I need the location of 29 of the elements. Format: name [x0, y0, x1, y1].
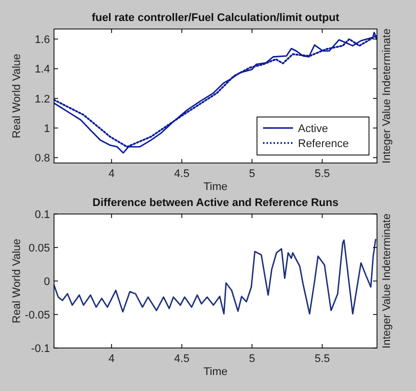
y-tick-label: -0.05 [24, 310, 50, 322]
x-tick-label: 5 [248, 353, 256, 365]
x-tick-label: 5.5 [314, 353, 330, 365]
x-tick-label: 4 [108, 168, 115, 180]
x-tick-label: 5 [248, 168, 256, 180]
x-axis-title: Time [203, 366, 228, 378]
chart-title: Difference between Active and Reference Runs [92, 197, 338, 209]
y-tick-label: 0.05 [28, 242, 50, 254]
y-tick-label: 0.8 [34, 152, 50, 165]
y-tick-label: 1.2 [34, 93, 50, 106]
y-tick-label: 1.6 [34, 34, 50, 46]
y-tick-label: 1.4 [34, 64, 50, 76]
y-axis-title: Real World Value [11, 54, 23, 138]
line-series [54, 238, 376, 315]
x-tick-label: 4.5 [174, 353, 190, 365]
legend-label: Reference [298, 138, 349, 150]
y2-axis-title: Integer Value Indeterminate [381, 28, 393, 164]
x-axis-title: Time [203, 181, 228, 193]
x-tick-label: 4.5 [174, 168, 190, 180]
y2-axis-title: Integer Value Indeterminate [381, 214, 393, 348]
legend-label: Active [298, 123, 328, 135]
y-tick-label: 1 [44, 123, 50, 136]
y-axis-title: Real World Value [11, 238, 23, 324]
x-tick-label: 4 [108, 353, 115, 365]
y-tick-label: 0.1 [34, 209, 50, 221]
chart-title: fuel rate controller/Fuel Calculation/limit output [92, 12, 340, 24]
y-tick-label: -0.1 [31, 343, 50, 355]
y-tick-label: 0 [44, 276, 50, 288]
x-tick-label: 5.5 [314, 168, 330, 180]
